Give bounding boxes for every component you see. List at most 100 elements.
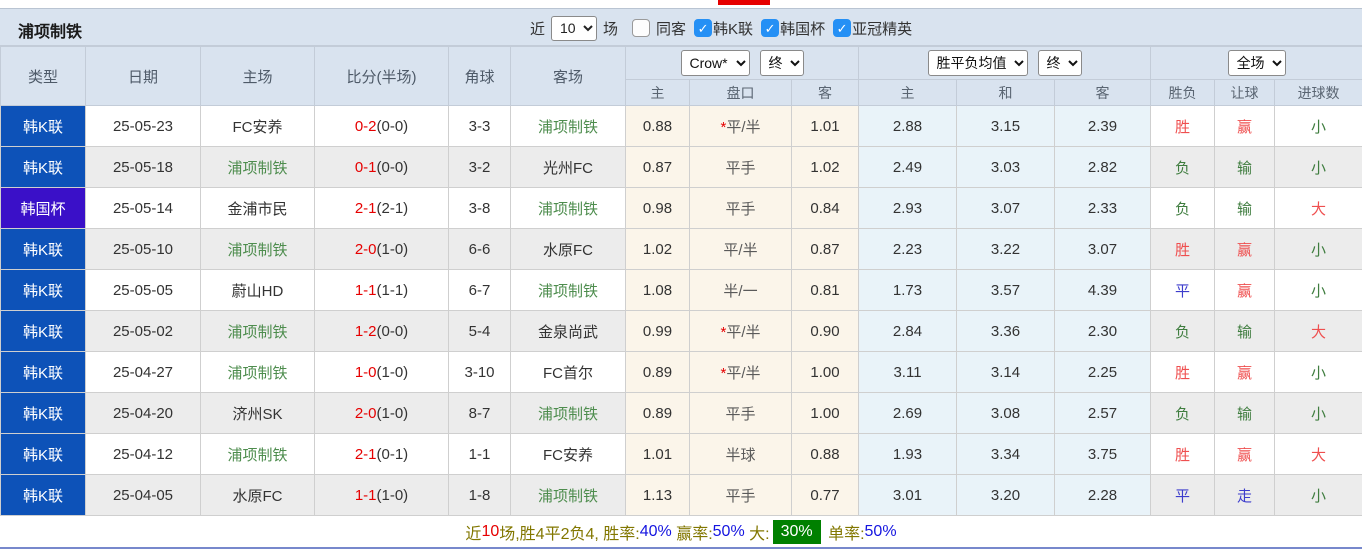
handicap-cell: *平/半 [689,105,792,147]
league-checkbox-group: ✓同客✓韩K联✓韩国杯✓亚冠精英 [624,18,912,39]
home-odds-cell: 1.02 [625,228,690,270]
avg-away-cell: 3.07 [1054,228,1152,270]
recent-count-select[interactable]: 10 [551,15,598,41]
big-rate-badge: 30% [772,519,821,544]
date-cell: 25-04-05 [85,474,201,516]
corner-cell: 5-4 [448,310,511,352]
handicap-result-cell: 赢 [1214,351,1276,393]
match-row: 韩K联 25-05-05 蔚山HD 1-1(1-1) 6-7 浦项制铁 1.08… [0,269,1362,311]
league-type-cell: 韩K联 [0,474,86,516]
filter-controls: 近 10 场 ✓同客✓韩K联✓韩国杯✓亚冠精英 [530,14,912,42]
handicap-result-cell: 输 [1214,146,1276,188]
avg-draw-cell: 3.20 [956,474,1056,516]
avg-away-cell: 2.30 [1054,310,1152,352]
summary-text: 单率: [823,525,865,543]
checkbox-unchecked-icon[interactable]: ✓ [632,19,651,37]
avg-away-cell: 4.39 [1054,269,1152,311]
avg-odds-select[interactable]: 胜平负均值 [927,50,1028,76]
score-cell: 1-1(1-1) [314,269,449,311]
corner-cell: 1-1 [448,433,511,475]
matches-label: 场 [603,20,619,38]
home-team-cell: 水原FC [200,474,315,516]
summary-text: 40% [639,522,672,540]
handicap-result-cell: 输 [1214,310,1276,352]
checkbox-checked-icon[interactable]: ✓ [694,19,713,37]
handicap-result-cell: 输 [1214,392,1276,434]
league-filter-0: ✓ 同客 [632,18,686,39]
bottom-divider [0,547,1362,549]
corner-cell: 6-7 [448,269,511,311]
avg-draw-cell: 3.15 [956,105,1056,147]
sub-header-avg-home: 主 [858,79,958,106]
date-cell: 25-05-23 [85,105,201,147]
match-row: 韩K联 25-05-23 FC安养 0-2(0-0) 3-3 浦项制铁 0.88… [0,105,1362,147]
match-row: 韩K联 25-04-05 水原FC 1-1(1-0) 1-8 浦项制铁 1.13… [0,474,1362,516]
sub-header-odds-home: 主 [625,79,690,106]
home-team-cell: 浦项制铁 [200,310,315,352]
goals-result-cell: 小 [1274,146,1362,188]
result-cell: 负 [1150,310,1216,352]
league-type-cell: 韩K联 [0,310,86,352]
result-group-header: 全场 [1150,46,1362,80]
away-team-cell: 浦项制铁 [510,269,626,311]
page-title: 浦项制铁 [18,24,83,41]
summary-text: 50% [712,522,745,540]
avg-home-cell: 3.11 [858,351,958,393]
away-odds-cell: 1.01 [790,105,860,147]
avg-home-cell: 2.84 [858,310,958,352]
handicap-cell: *平/半 [689,351,792,393]
col-header-home: 主场 [200,46,315,106]
avg-away-cell: 2.25 [1054,351,1152,393]
checkbox-checked-icon[interactable]: ✓ [833,19,852,37]
corner-cell: 3-2 [448,146,511,188]
handicap-cell: 平手 [689,187,792,229]
checkbox-checked-icon[interactable]: ✓ [761,19,780,37]
result-cell: 负 [1150,392,1216,434]
handicap-result-cell: 走 [1214,474,1276,516]
checkbox-label: 亚冠精英 [852,20,913,38]
goals-result-cell: 小 [1274,269,1362,311]
match-row: 韩K联 25-05-02 浦项制铁 1-2(0-0) 5-4 金泉尚武 0.99… [0,310,1362,352]
home-odds-cell: 0.99 [625,310,690,352]
avg-draw-cell: 3.03 [956,146,1056,188]
league-type-cell: 韩K联 [0,228,86,270]
away-team-cell: FC安养 [510,433,626,475]
home-team-cell: 浦项制铁 [200,351,315,393]
active-tab-indicator [718,0,770,5]
home-team-cell: 浦项制铁 [200,228,315,270]
league-type-cell: 韩K联 [0,433,86,475]
match-scope-select[interactable]: 全场 [1227,50,1286,76]
handicap-result-cell: 赢 [1214,105,1276,147]
summary-text: 赢率: [671,525,713,543]
handicap-cell: 平/半 [689,228,792,270]
date-cell: 25-05-18 [85,146,201,188]
goals-result-cell: 大 [1274,433,1362,475]
control-bar: 浦项制铁 近 10 场 ✓同客✓韩K联✓韩国杯✓亚冠精英 [0,8,1362,46]
col-header-type: 类型 [0,46,86,106]
corner-cell: 6-6 [448,228,511,270]
match-row: 韩K联 25-04-27 浦项制铁 1-0(1-0) 3-10 FC首尔 0.8… [0,351,1362,393]
avg-stage-select[interactable]: 终 [1037,50,1082,76]
avg-home-cell: 2.88 [858,105,958,147]
sub-header-avg-draw: 和 [956,79,1056,106]
league-type-cell: 韩国杯 [0,187,86,229]
corner-cell: 3-10 [448,351,511,393]
date-cell: 25-04-27 [85,351,201,393]
score-cell: 0-1(0-0) [314,146,449,188]
score-cell: 0-2(0-0) [314,105,449,147]
odds-stage-select[interactable]: 终 [759,50,804,76]
date-cell: 25-05-05 [85,269,201,311]
handicap-result-cell: 赢 [1214,433,1276,475]
home-odds-cell: 0.87 [625,146,690,188]
avg-home-cell: 2.93 [858,187,958,229]
away-odds-cell: 0.90 [790,310,860,352]
away-team-cell: FC首尔 [510,351,626,393]
match-row: 韩K联 25-05-10 浦项制铁 2-0(1-0) 6-6 水原FC 1.02… [0,228,1362,270]
avg-draw-cell: 3.22 [956,228,1056,270]
odds-company-select[interactable]: Crow* [680,50,750,76]
avg-away-cell: 2.33 [1054,187,1152,229]
goals-result-cell: 小 [1274,105,1362,147]
corner-cell: 3-3 [448,105,511,147]
goals-result-cell: 小 [1274,392,1362,434]
league-type-cell: 韩K联 [0,392,86,434]
